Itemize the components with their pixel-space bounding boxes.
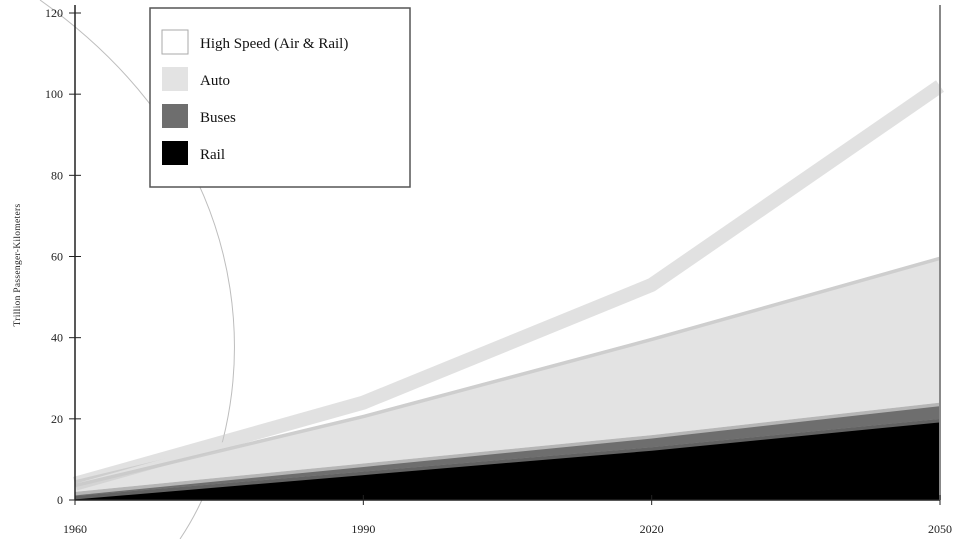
- area-high-speed-air-rail: [75, 86, 940, 484]
- legend-swatch: [162, 67, 188, 91]
- y-tick-label: 80: [51, 168, 63, 182]
- y-tick-label: 20: [51, 412, 63, 426]
- legend-label: Auto: [200, 73, 230, 89]
- legend-label: High Speed (Air & Rail): [200, 36, 348, 52]
- y-axis-label: Trillion Passenger-Kilometers: [13, 204, 23, 327]
- band-high-speed-air-rail: [73, 80, 944, 491]
- x-tick-label: 1960: [63, 522, 87, 536]
- x-tick-label: 1990: [351, 522, 375, 536]
- legend-swatch: [161, 29, 189, 55]
- legend-box: [149, 7, 411, 188]
- legend-label: Buses: [200, 110, 236, 126]
- band-rail: [74, 415, 941, 500]
- axes: 0 20 40 60 80 100 120 1960 1990 2020 2050: [45, 5, 952, 536]
- legend-swatch: [162, 141, 188, 165]
- y-tick-label: 100: [45, 87, 63, 101]
- x-tick-label: 2050: [928, 522, 952, 536]
- legend: High Speed (Air & Rail) Auto Buses Rail: [149, 7, 411, 188]
- legend-swatch: [162, 104, 188, 128]
- y-tick-label: 60: [51, 250, 63, 264]
- y-tick-label: 120: [45, 6, 63, 20]
- y-tick-label: 0: [57, 493, 63, 507]
- x-tick-label: 2020: [640, 522, 664, 536]
- legend-label: Rail: [200, 147, 225, 163]
- plot-area: [73, 80, 944, 500]
- y-tick-label: 40: [51, 331, 63, 345]
